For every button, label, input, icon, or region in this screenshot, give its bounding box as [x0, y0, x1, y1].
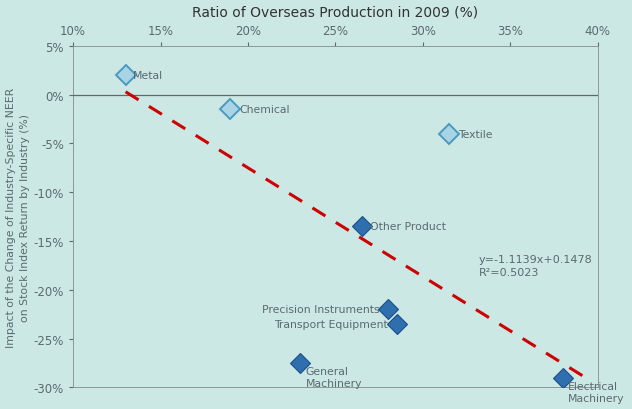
Text: Textile: Textile — [458, 129, 492, 139]
Text: y=-1.1139x+0.1478
R²=0.5023: y=-1.1139x+0.1478 R²=0.5023 — [479, 254, 593, 277]
Text: Transport Equipment: Transport Equipment — [274, 319, 388, 329]
Title: Ratio of Overseas Production in 2009 (%): Ratio of Overseas Production in 2009 (%) — [192, 6, 478, 20]
Text: Electrical
Machinery: Electrical Machinery — [568, 381, 624, 403]
Text: Metal: Metal — [133, 71, 162, 81]
Text: General
Machinery: General Machinery — [306, 366, 362, 389]
Y-axis label: Impact of the Change of Industry-Specific NEER
on Stock Index Return by Industry: Impact of the Change of Industry-Specifi… — [6, 87, 30, 347]
Text: Chemical: Chemical — [240, 105, 289, 115]
Text: Other Product: Other Product — [370, 222, 446, 232]
Text: Precision Instruments: Precision Instruments — [262, 305, 379, 315]
